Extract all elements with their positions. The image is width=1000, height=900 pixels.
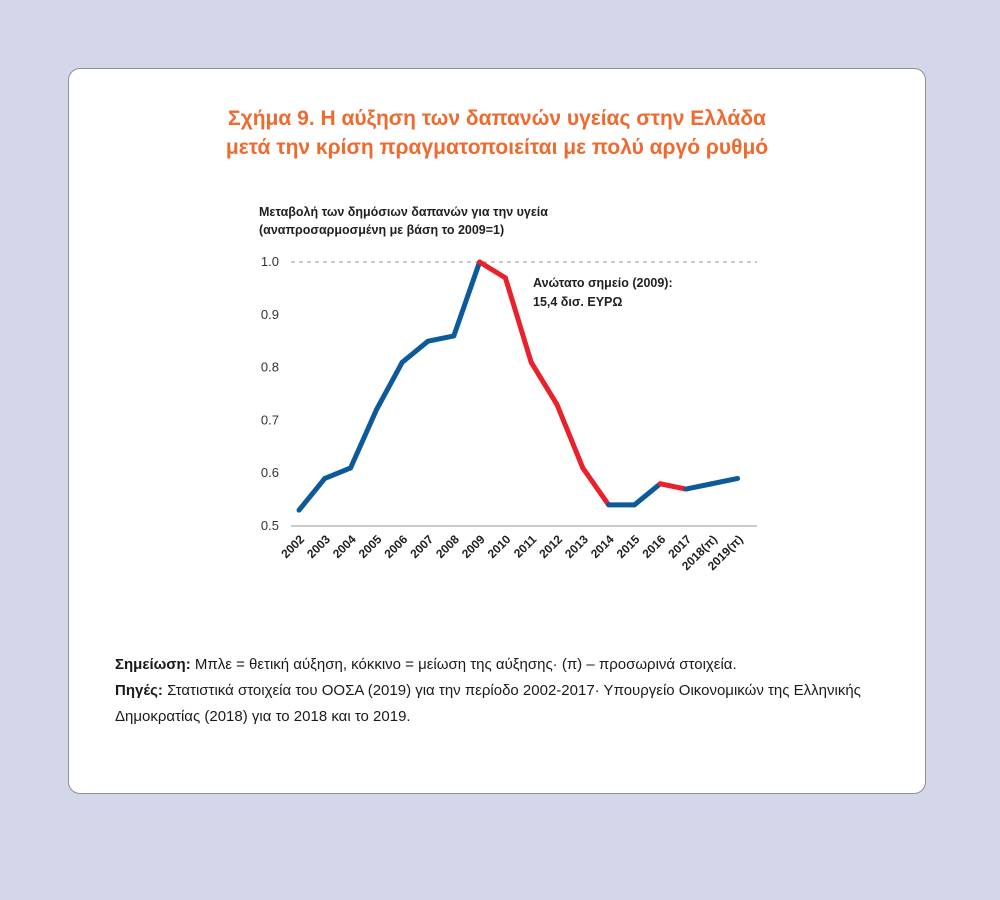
x-tick-label: 2011 xyxy=(511,532,540,561)
line-segment xyxy=(348,407,379,471)
line-segment xyxy=(580,465,612,508)
x-tick-labels: 2002200320042005200620072008200920102011… xyxy=(278,532,745,573)
note-label: Σημείωση: xyxy=(115,656,191,673)
line-segment xyxy=(399,338,431,365)
x-tick-label: 2005 xyxy=(356,532,385,561)
y-tick-label: 0.5 xyxy=(261,518,279,533)
x-tick-label: 2010 xyxy=(485,532,514,561)
x-tick-label: 2007 xyxy=(407,532,436,561)
y-tick-label: 0.6 xyxy=(261,465,279,480)
x-tick-label: 2013 xyxy=(562,532,591,561)
y-tick-label: 1.0 xyxy=(261,254,279,269)
x-tick-label: 2008 xyxy=(433,532,462,561)
x-tick-label: 2006 xyxy=(382,532,411,561)
line-segment xyxy=(425,333,457,344)
line-segment xyxy=(322,465,354,481)
figure-title-line1: Σχήμα 9. Η αύξηση των δαπανών υγείας στη… xyxy=(228,107,766,130)
y-axis-label-line1: Μεταβολή των δημόσιων δαπανών για την υγ… xyxy=(259,205,548,219)
peak-annotation-line1: Ανώτατο σημείο (2009): xyxy=(533,276,673,290)
note-text: Μπλε = θετική αύξηση, κόκκινο = μείωση τ… xyxy=(190,656,737,673)
peak-annotation-line2: 15,4 δισ. ΕΥΡΩ xyxy=(533,295,622,309)
line-segment xyxy=(451,259,483,339)
line-series xyxy=(296,259,741,513)
line-segment xyxy=(709,475,741,487)
line-segment xyxy=(296,475,328,513)
line-segment xyxy=(683,481,715,492)
line-segment xyxy=(477,259,508,281)
line-segment xyxy=(528,359,560,408)
x-tick-label: 2016 xyxy=(640,532,669,561)
x-tick-label: 2012 xyxy=(536,532,565,561)
note-paragraph: Σημείωση: Μπλε = θετική αύξηση, κόκκινο … xyxy=(115,652,895,678)
line-segment xyxy=(373,359,405,413)
y-tick-labels: 0.5 0.6 0.7 0.8 0.9 1.0 xyxy=(261,254,279,533)
line-segment xyxy=(657,481,689,492)
notes-block: Σημείωση: Μπλε = θετική αύξηση, κόκκινο … xyxy=(115,652,895,730)
figure-card: Σχήμα 9. Η αύξηση των δαπανών υγείας στη… xyxy=(68,68,926,794)
line-segment xyxy=(502,275,534,365)
x-tick-label: 2002 xyxy=(278,532,307,561)
y-tick-label: 0.9 xyxy=(261,307,279,322)
x-tick-label: 2004 xyxy=(330,532,359,561)
line-chart: 0.50.60.70.80.91.0 200220032004200520062… xyxy=(261,254,757,573)
source-paragraph: Πηγές: Στατιστικά στοιχεία του ΟΟΣΑ (201… xyxy=(115,678,895,730)
x-tick-label: 2003 xyxy=(304,532,333,561)
y-axis-label-line2: (αναπροσαρμοσμένη με βάση το 2009=1) xyxy=(259,223,505,237)
line-segment xyxy=(631,481,663,508)
x-tick-label: 2009 xyxy=(459,532,488,561)
x-tick-label: 2015 xyxy=(614,532,643,561)
y-tick-label: 0.7 xyxy=(261,412,279,427)
line-segment xyxy=(554,402,586,471)
x-tick-label: 2014 xyxy=(588,532,617,561)
source-label: Πηγές: xyxy=(115,682,163,699)
figure-title-line2: μετά την κρίση πραγματοποιείται με πολύ … xyxy=(225,136,769,159)
source-text: Στατιστικά στοιχεία του ΟΟΣΑ (2019) για … xyxy=(115,682,861,725)
y-tick-label: 0.8 xyxy=(261,360,279,375)
